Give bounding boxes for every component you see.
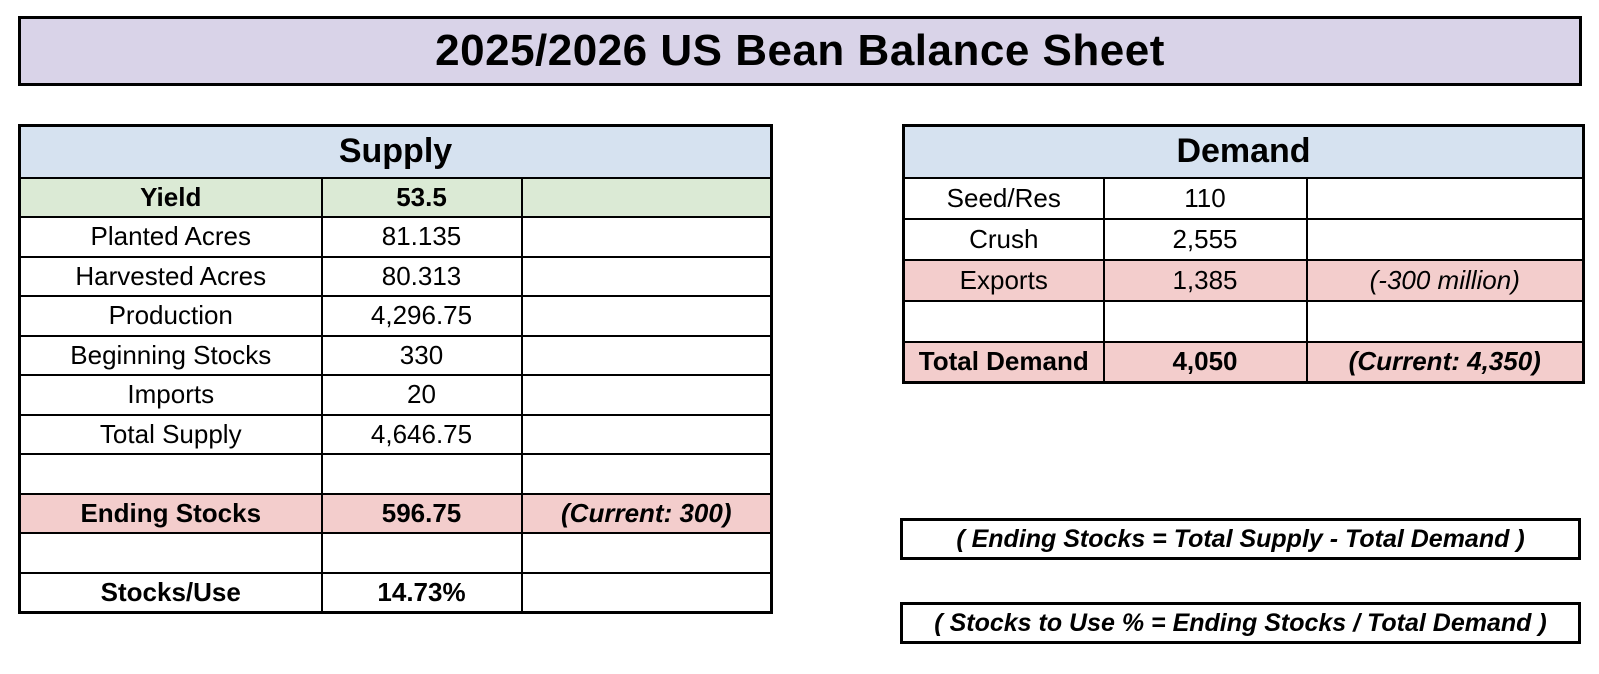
cell-note[interactable]: (-300 million) [1305, 258, 1585, 302]
demand-header-row: Demand [902, 124, 1585, 179]
cell-value[interactable]: 4,646.75 [320, 413, 523, 455]
cell-value[interactable]: 80.313 [320, 255, 523, 297]
cell-value[interactable]: 53.5 [320, 176, 523, 218]
cell-value[interactable]: 2,555 [1102, 217, 1308, 261]
cell-label[interactable]: Total Demand [902, 340, 1105, 384]
cell-note[interactable] [520, 334, 773, 376]
cell-note[interactable] [520, 374, 773, 416]
cell-label[interactable]: Yield [18, 176, 323, 218]
demand-row-crush: Crush 2,555 [902, 217, 1585, 261]
cell-note[interactable]: (Current: 300) [520, 492, 773, 534]
cell-note[interactable] [520, 216, 773, 258]
cell-note[interactable] [520, 532, 773, 574]
cell-value[interactable]: 330 [320, 334, 523, 376]
formula-stocks-to-use: ( Stocks to Use % = Ending Stocks / Tota… [900, 602, 1581, 644]
supply-row-planted-acres: Planted Acres 81.135 [18, 216, 773, 258]
cell-label[interactable] [18, 532, 323, 574]
supply-header-row: Supply [18, 124, 773, 179]
cell-note[interactable]: (Current: 4,350) [1305, 340, 1585, 384]
cell-value[interactable] [320, 532, 523, 574]
cell-note[interactable] [1305, 217, 1585, 261]
cell-note[interactable] [520, 453, 773, 495]
page-title: 2025/2026 US Bean Balance Sheet [18, 16, 1582, 86]
cell-note[interactable] [1305, 176, 1585, 220]
supply-row-total-supply: Total Supply 4,646.75 [18, 413, 773, 455]
cell-label[interactable]: Planted Acres [18, 216, 323, 258]
cell-label[interactable]: Stocks/Use [18, 571, 323, 613]
cell-note[interactable] [520, 255, 773, 297]
cell-label[interactable]: Imports [18, 374, 323, 416]
supply-row-blank-1 [18, 453, 773, 495]
demand-section-header: Demand [902, 124, 1585, 179]
cell-label[interactable] [902, 299, 1105, 343]
cell-value[interactable]: 4,296.75 [320, 295, 523, 337]
supply-row-imports: Imports 20 [18, 374, 773, 416]
cell-label[interactable]: Crush [902, 217, 1105, 261]
supply-table: Supply Yield 53.5 Planted Acres 81.135 H… [18, 124, 774, 614]
supply-row-beginning-stocks: Beginning Stocks 330 [18, 334, 773, 376]
cell-note[interactable] [1305, 299, 1585, 343]
cell-label[interactable] [18, 453, 323, 495]
supply-row-yield: Yield 53.5 [18, 176, 773, 218]
cell-note[interactable] [520, 571, 773, 613]
cell-value[interactable] [320, 453, 523, 495]
supply-row-ending-stocks: Ending Stocks 596.75 (Current: 300) [18, 492, 773, 534]
cell-label[interactable]: Beginning Stocks [18, 334, 323, 376]
cell-label[interactable]: Seed/Res [902, 176, 1105, 220]
demand-row-exports: Exports 1,385 (-300 million) [902, 258, 1585, 302]
cell-value[interactable]: 81.135 [320, 216, 523, 258]
supply-section-header: Supply [18, 124, 773, 179]
cell-value[interactable] [1102, 299, 1308, 343]
cell-label[interactable]: Production [18, 295, 323, 337]
cell-label[interactable]: Total Supply [18, 413, 323, 455]
cell-value[interactable]: 20 [320, 374, 523, 416]
cell-note[interactable] [520, 295, 773, 337]
demand-row-total-demand: Total Demand 4,050 (Current: 4,350) [902, 340, 1585, 384]
formula-ending-stocks: ( Ending Stocks = Total Supply - Total D… [900, 518, 1581, 560]
cell-value[interactable]: 1,385 [1102, 258, 1308, 302]
cell-note[interactable] [520, 176, 773, 218]
supply-row-stocks-use: Stocks/Use 14.73% [18, 571, 773, 613]
supply-row-harvested-acres: Harvested Acres 80.313 [18, 255, 773, 297]
cell-value[interactable]: 110 [1102, 176, 1308, 220]
cell-value[interactable]: 4,050 [1102, 340, 1308, 384]
cell-label[interactable]: Ending Stocks [18, 492, 323, 534]
demand-row-seed-res: Seed/Res 110 [902, 176, 1585, 220]
cell-label[interactable]: Harvested Acres [18, 255, 323, 297]
cell-label[interactable]: Exports [902, 258, 1105, 302]
supply-row-production: Production 4,296.75 [18, 295, 773, 337]
demand-row-blank [902, 299, 1585, 343]
cell-value[interactable]: 596.75 [320, 492, 523, 534]
cell-note[interactable] [520, 413, 773, 455]
supply-row-blank-2 [18, 532, 773, 574]
cell-value[interactable]: 14.73% [320, 571, 523, 613]
demand-table: Demand Seed/Res 110 Crush 2,555 Exports … [902, 124, 1586, 384]
